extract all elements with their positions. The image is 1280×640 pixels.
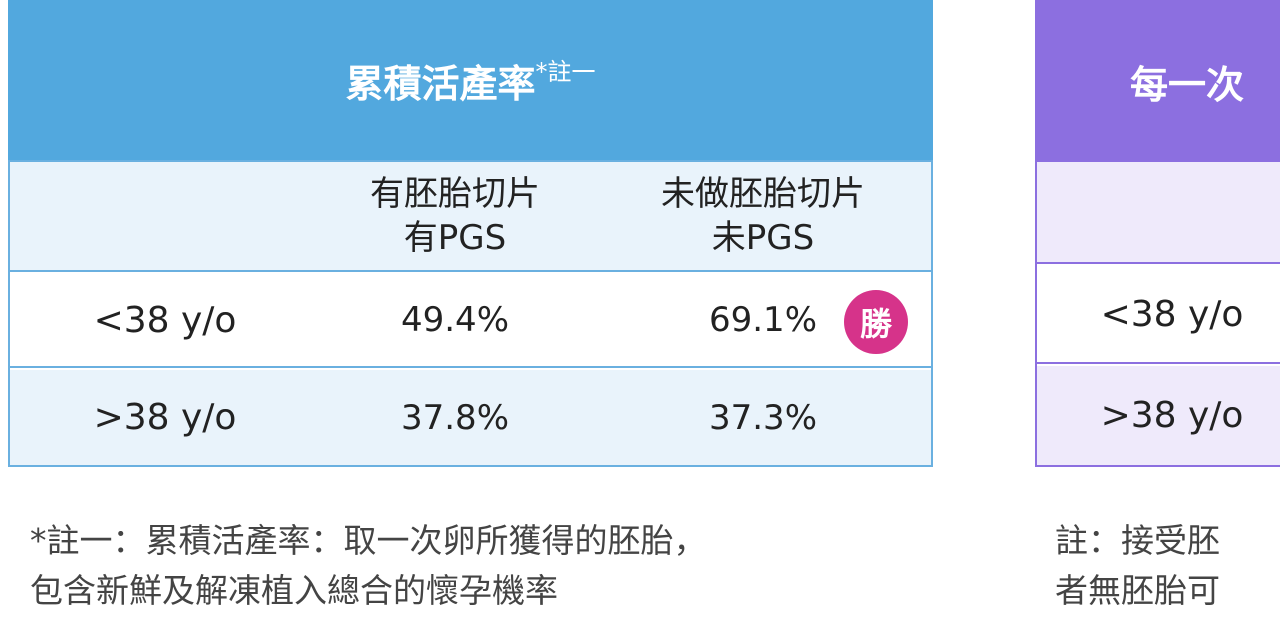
left-title: 累積活產率 bbox=[345, 61, 536, 106]
header-cell: 有胚胎切片 有PGS bbox=[300, 162, 610, 270]
header-line: 有PGS bbox=[403, 218, 507, 258]
row-label: <38 y/o bbox=[1100, 293, 1244, 335]
title-note: *註一 bbox=[535, 58, 596, 86]
value-cell: 69.1% bbox=[708, 300, 817, 340]
value-cell: 37.3% bbox=[708, 397, 817, 438]
footnote: 註：接受胚 bbox=[1055, 521, 1220, 560]
header-line: 未PGS bbox=[711, 218, 815, 258]
row bbox=[10, 272, 931, 368]
header-cell: 未做胚胎切片 未PGS bbox=[608, 162, 918, 270]
footnote: 包含新鮮及解凍植入總合的懷孕機率 bbox=[30, 571, 558, 610]
row-label: >38 y/o bbox=[93, 397, 237, 438]
header-line: 未做胚胎切片 bbox=[661, 174, 865, 214]
row-label: >38 y/o bbox=[1100, 395, 1244, 436]
row bbox=[1037, 366, 1280, 465]
header-line: 有胚胎切片 bbox=[370, 174, 540, 214]
footnote: *註一：累積活產率：取一次卵所獲得的胚胎， bbox=[30, 521, 707, 560]
row bbox=[1037, 264, 1280, 364]
header-row bbox=[10, 160, 931, 272]
right-table bbox=[1035, 0, 1280, 467]
value-cell: 37.8% bbox=[400, 397, 509, 438]
header-row bbox=[1037, 162, 1280, 264]
footnote: 者無胚胎可 bbox=[1055, 571, 1220, 610]
win-badge: 勝 bbox=[844, 290, 908, 354]
row-label: <38 y/o bbox=[93, 299, 237, 341]
row bbox=[10, 370, 931, 465]
right-title: 每一次 bbox=[1130, 62, 1245, 107]
value-cell: 49.4% bbox=[400, 300, 509, 340]
left-title-band: 累積活產率 *註一 bbox=[8, 0, 933, 160]
right-title-band: 每一次 bbox=[1035, 0, 1280, 162]
